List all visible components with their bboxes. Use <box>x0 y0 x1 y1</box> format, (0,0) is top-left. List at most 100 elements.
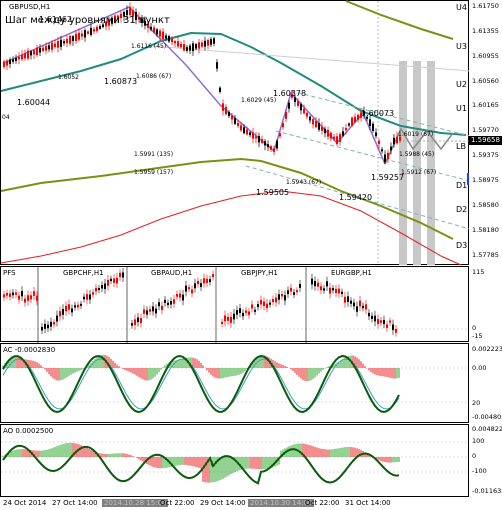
candle-body <box>51 42 53 50</box>
time-label: 31 Oct 14:00 <box>345 499 391 507</box>
pair-candle-body <box>18 295 20 300</box>
candle-body <box>276 140 278 149</box>
pair-candle-body <box>86 294 88 300</box>
candle-body <box>171 38 173 43</box>
candle-body <box>15 57 17 61</box>
ao-main-line <box>2 444 400 485</box>
level-label: U1 <box>456 104 467 113</box>
candle-body <box>24 53 26 59</box>
candle-body <box>18 57 20 60</box>
ao-scale-minus100: -100 <box>472 467 487 475</box>
pair-candle-body <box>89 294 91 300</box>
price-chart-canvas: U4 U3 U2 U1 LB D1 D2 D3 <box>0 0 471 266</box>
candle-body <box>99 25 101 29</box>
price-annotation: 1.60044 <box>17 98 51 107</box>
pair-candle-body <box>80 303 82 306</box>
candle-body <box>162 31 164 40</box>
candle-body <box>93 29 95 32</box>
candle-body <box>264 141 266 146</box>
pair-candle-body <box>176 293 178 297</box>
accelerator-oscillator-panel[interactable]: AC -0.0002830 <box>0 343 470 423</box>
main-price-chart[interactable]: U4 U3 U2 U1 LB D1 D2 D3 GBPUSD,H1 Шаг между уро… <box>0 0 471 266</box>
pair-candle-body <box>149 309 151 312</box>
candle-body <box>39 48 41 53</box>
candle-body <box>102 24 104 27</box>
candle-body <box>96 26 98 32</box>
pair-candle-body <box>230 316 232 323</box>
candle-body <box>333 136 335 140</box>
candle-body <box>192 43 194 52</box>
pair-candle-body <box>227 316 229 321</box>
candle-body <box>273 148 275 153</box>
candle-body <box>87 31 89 34</box>
candle-body <box>72 36 74 41</box>
candle-body <box>210 39 212 45</box>
channel-middle <box>275 130 471 182</box>
pair-candle-body <box>107 279 109 286</box>
candle-body <box>285 111 287 119</box>
price-annotation: 1.5988 (45) <box>399 151 435 158</box>
pair-candle-body <box>71 308 73 313</box>
candle-body <box>387 152 389 160</box>
pair-candle-body <box>3 294 5 298</box>
pair-candle-body <box>293 292 295 295</box>
pair-candle-body <box>182 294 184 301</box>
candle-body <box>312 119 314 125</box>
pair-candle-body <box>27 295 29 301</box>
level-label: D1 <box>456 181 467 190</box>
price-annotation: 1.5943 (67) <box>286 179 322 186</box>
candle-body <box>66 38 68 44</box>
ac-main-line <box>2 354 400 414</box>
candle-body <box>120 13 122 19</box>
pair-candle-body <box>266 303 268 309</box>
candle-body <box>399 136 401 142</box>
price-annotation: 1.5912 (67) <box>401 169 437 176</box>
candle-body <box>21 54 23 60</box>
candle-body <box>75 33 77 42</box>
pair-candle-body <box>50 321 52 327</box>
pair-candle-body <box>137 317 139 323</box>
pair-candle-body <box>191 289 193 294</box>
price-annotation: 1.6029 (45) <box>241 97 277 104</box>
candle-body <box>180 43 182 48</box>
level-label: U2 <box>456 80 467 89</box>
pair-candle-body <box>152 306 154 312</box>
pair-label-eurgbp: EURGBP,H1 <box>331 269 372 277</box>
candle-body <box>393 137 395 145</box>
candle-body <box>261 139 263 143</box>
candle-body <box>390 146 392 151</box>
cross-pairs-panel[interactable]: PFS GBPCHF,H1 GBPAUD,H1 GBPJPY,H1 EURGBP… <box>0 266 470 343</box>
time-label: Oct 22:00 <box>305 499 340 507</box>
pair-candle-body <box>33 291 35 296</box>
candle-body <box>150 26 152 30</box>
pair-candle-body <box>371 315 373 319</box>
pair-candle-body <box>98 288 100 291</box>
candle-body <box>156 29 158 35</box>
pair-candle-body <box>326 281 328 287</box>
pair-candle-body <box>317 282 319 287</box>
pair-candle-body <box>314 280 316 287</box>
pair-candle-body <box>377 318 379 324</box>
ac-scale-bottom: -0.004805 <box>472 413 502 421</box>
candle-body <box>345 127 347 131</box>
pairs-scale-top: 115 <box>472 268 485 276</box>
candle-body <box>396 136 398 144</box>
price-annotation: 1.5959 (157) <box>134 169 174 176</box>
price-annotation: 1.6019 (67) <box>398 131 434 138</box>
pair-candle-body <box>24 298 26 303</box>
pair-candle-body <box>386 324 388 328</box>
candle-body <box>126 10 128 16</box>
price-tick: 1.59375 <box>472 151 499 159</box>
pair-candle-body <box>272 299 274 303</box>
pair-candle-body <box>113 278 115 283</box>
candle-body <box>384 154 386 163</box>
pair-candle-body <box>239 308 241 313</box>
price-tick: 1.57785 <box>472 251 499 259</box>
pair-candle-body <box>116 277 118 284</box>
pair-candle-body <box>380 320 382 323</box>
awesome-oscillator-panel[interactable]: AO 0.0002500 <box>0 424 470 497</box>
candle-body <box>243 127 245 134</box>
pair-candle-body <box>15 292 17 295</box>
candle-body <box>3 61 5 67</box>
pair-candle-body <box>131 323 133 326</box>
